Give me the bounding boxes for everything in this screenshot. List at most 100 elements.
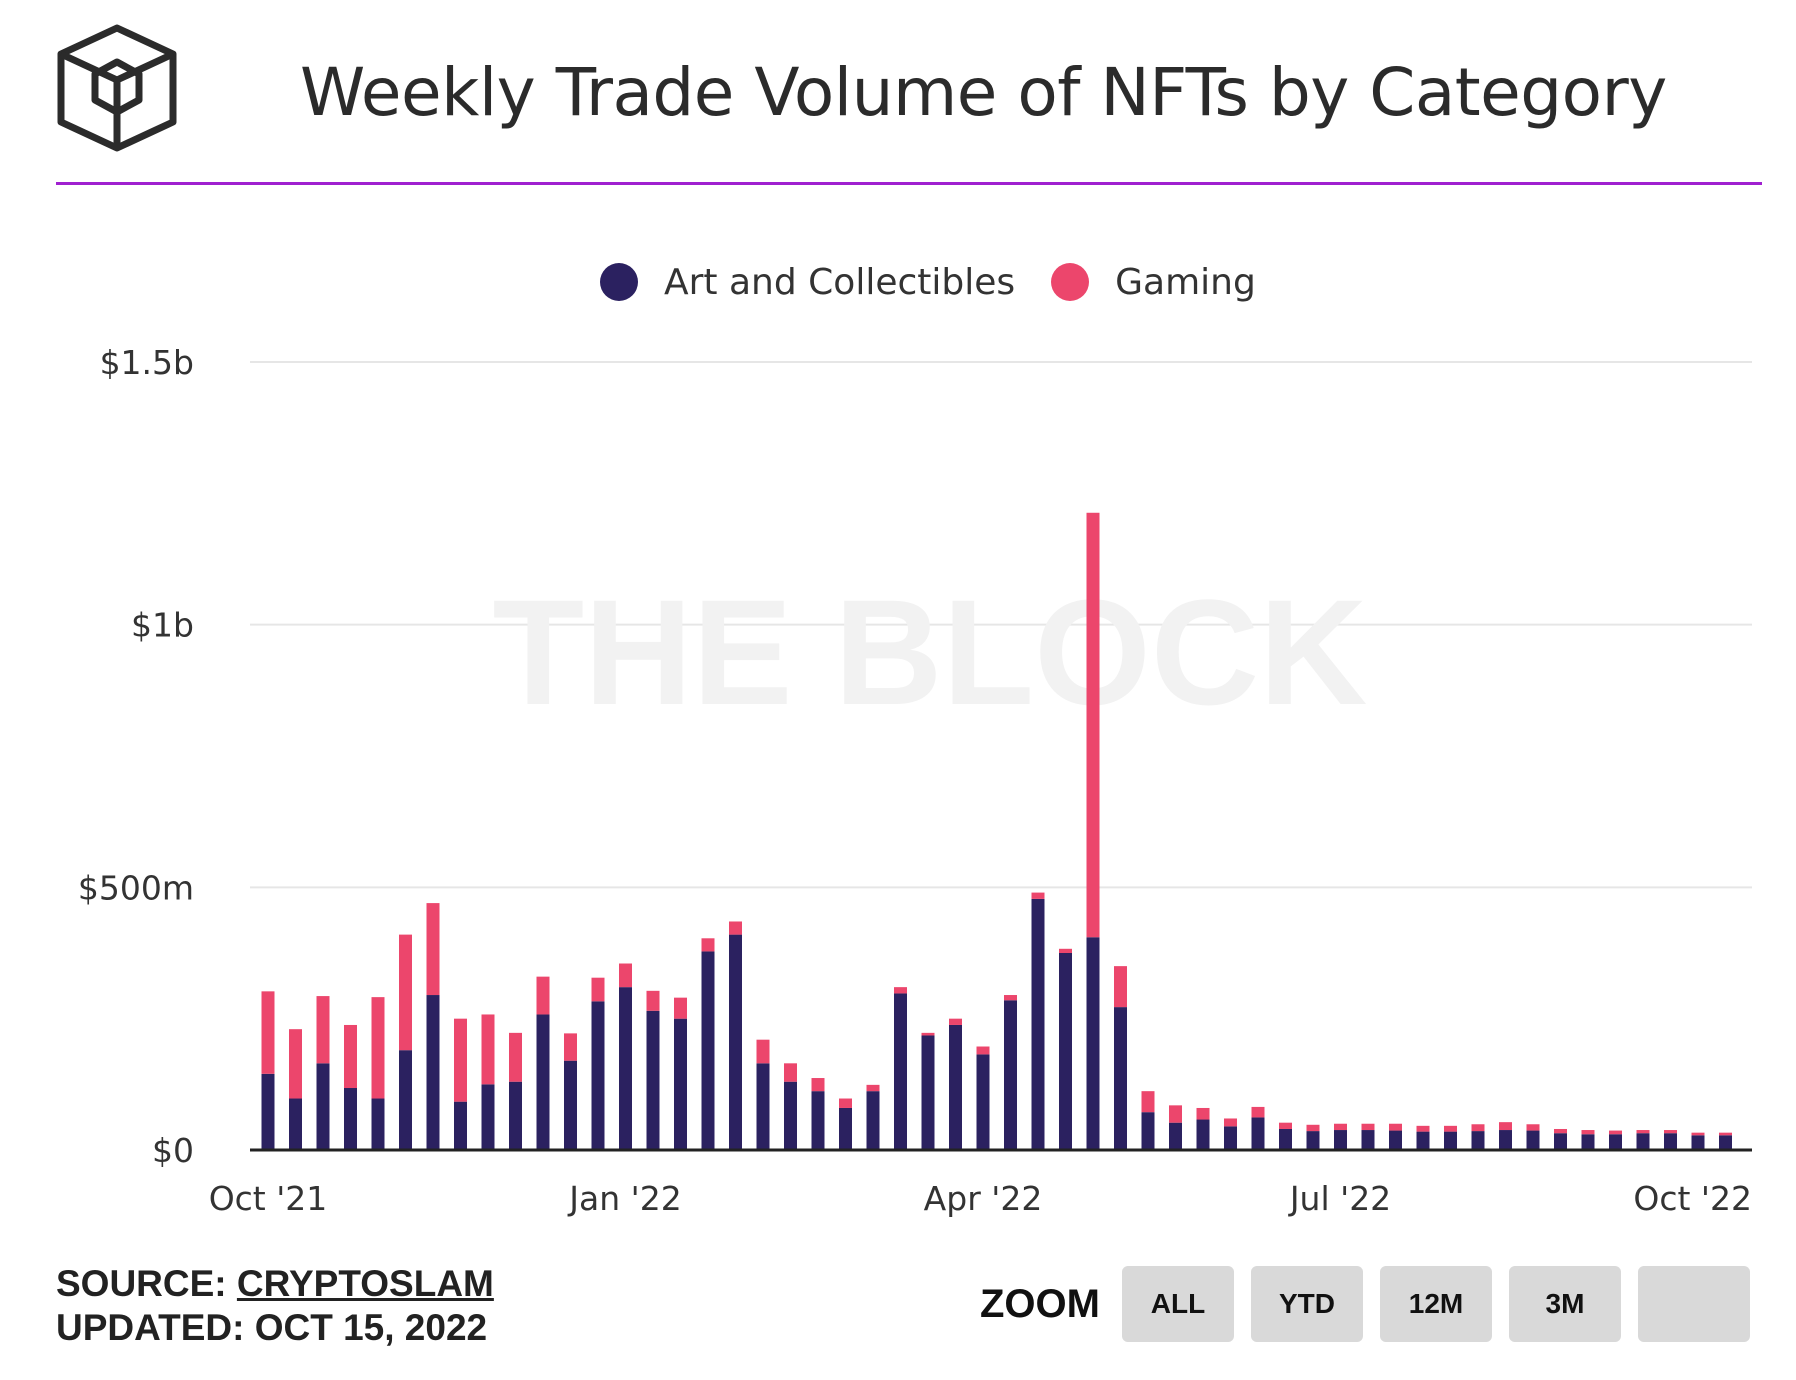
bar-art-and-collectibles[interactable] — [811, 1091, 825, 1150]
bar-art-and-collectibles[interactable] — [564, 1060, 577, 1150]
bar-art-and-collectibles[interactable] — [1059, 953, 1072, 1150]
zoom-12m-button[interactable]: 12M — [1379, 1266, 1492, 1342]
zoom-extra-button[interactable] — [1637, 1266, 1750, 1342]
bar-gaming[interactable] — [811, 1078, 825, 1092]
bar-gaming[interactable] — [261, 991, 275, 1074]
bar-gaming[interactable] — [1471, 1124, 1485, 1132]
bar-art-and-collectibles[interactable] — [261, 1073, 275, 1150]
bar-gaming[interactable] — [1306, 1124, 1320, 1132]
bar-gaming[interactable] — [591, 977, 605, 1002]
bar-gaming[interactable] — [894, 987, 907, 994]
bar-gaming[interactable] — [344, 1024, 357, 1089]
bar-art-and-collectibles[interactable] — [784, 1081, 797, 1150]
bar-art-and-collectibles[interactable] — [509, 1081, 522, 1150]
bar-gaming[interactable] — [1554, 1128, 1567, 1134]
bar-gaming[interactable] — [1636, 1130, 1650, 1134]
bar-art-and-collectibles[interactable] — [1581, 1134, 1595, 1150]
bar-gaming[interactable] — [426, 903, 440, 996]
bar-art-and-collectibles[interactable] — [1004, 1000, 1017, 1150]
zoom-3m-button[interactable]: 3M — [1508, 1266, 1621, 1342]
legend-item-gaming[interactable]: Gaming — [1051, 262, 1256, 303]
bar-gaming[interactable] — [1196, 1107, 1210, 1120]
bar-art-and-collectibles[interactable] — [1031, 898, 1045, 1150]
bar-art-and-collectibles[interactable] — [1334, 1130, 1347, 1150]
bar-art-and-collectibles[interactable] — [399, 1050, 412, 1150]
bar-gaming[interactable] — [839, 1098, 852, 1108]
bar-art-and-collectibles[interactable] — [1416, 1131, 1430, 1150]
bar-art-and-collectibles[interactable] — [839, 1107, 852, 1150]
bar-gaming[interactable] — [1031, 892, 1045, 899]
bar-gaming[interactable] — [1664, 1130, 1677, 1134]
bar-art-and-collectibles[interactable] — [866, 1091, 880, 1150]
bar-art-and-collectibles[interactable] — [1471, 1131, 1485, 1150]
bar-gaming[interactable] — [1279, 1122, 1292, 1129]
bar-gaming[interactable] — [536, 976, 550, 1015]
bar-gaming[interactable] — [289, 1029, 302, 1099]
bar-gaming[interactable] — [371, 997, 385, 1099]
bar-gaming[interactable] — [1526, 1124, 1540, 1131]
bar-gaming[interactable] — [1389, 1123, 1402, 1131]
bar-art-and-collectibles[interactable] — [316, 1063, 330, 1150]
bar-art-and-collectibles[interactable] — [1141, 1112, 1155, 1150]
bar-art-and-collectibles[interactable] — [1719, 1135, 1732, 1150]
bar-art-and-collectibles[interactable] — [371, 1098, 385, 1150]
bar-art-and-collectibles[interactable] — [674, 1018, 687, 1150]
source-link[interactable]: CRYPTOSLAM — [236, 1263, 494, 1304]
bar-gaming[interactable] — [1004, 995, 1017, 1001]
bar-art-and-collectibles[interactable] — [481, 1084, 495, 1150]
bar-art-and-collectibles[interactable] — [289, 1098, 302, 1150]
bar-gaming[interactable] — [674, 997, 687, 1019]
bar-art-and-collectibles[interactable] — [1444, 1131, 1457, 1150]
bar-art-and-collectibles[interactable] — [1664, 1133, 1677, 1150]
bar-art-and-collectibles[interactable] — [1224, 1126, 1237, 1150]
bar-gaming[interactable] — [1581, 1130, 1595, 1135]
bar-art-and-collectibles[interactable] — [1609, 1134, 1622, 1150]
bar-art-and-collectibles[interactable] — [976, 1054, 990, 1150]
bar-gaming[interactable] — [509, 1032, 522, 1082]
bar-art-and-collectibles[interactable] — [1306, 1131, 1320, 1150]
bar-art-and-collectibles[interactable] — [1196, 1119, 1210, 1150]
bar-art-and-collectibles[interactable] — [1389, 1130, 1402, 1150]
bar-gaming[interactable] — [316, 996, 330, 1064]
bar-gaming[interactable] — [454, 1018, 467, 1102]
bar-art-and-collectibles[interactable] — [1251, 1117, 1265, 1150]
bar-art-and-collectibles[interactable] — [1279, 1128, 1292, 1150]
bar-art-and-collectibles[interactable] — [1361, 1130, 1375, 1150]
bar-gaming[interactable] — [481, 1014, 495, 1085]
bar-gaming[interactable] — [1059, 948, 1072, 953]
bar-gaming[interactable] — [1141, 1091, 1155, 1113]
bar-art-and-collectibles[interactable] — [701, 951, 715, 1150]
bar-gaming[interactable] — [1719, 1132, 1732, 1136]
bar-art-and-collectibles[interactable] — [729, 934, 742, 1150]
bar-gaming[interactable] — [646, 990, 660, 1011]
bar-gaming[interactable] — [1334, 1123, 1347, 1131]
zoom-ytd-button[interactable]: YTD — [1250, 1266, 1363, 1342]
bar-art-and-collectibles[interactable] — [894, 993, 907, 1150]
bar-gaming[interactable] — [1609, 1130, 1622, 1135]
bar-gaming[interactable] — [1086, 512, 1100, 938]
bar-art-and-collectibles[interactable] — [1691, 1135, 1705, 1150]
bar-gaming[interactable] — [701, 938, 715, 952]
bar-art-and-collectibles[interactable] — [426, 995, 440, 1150]
bar-gaming[interactable] — [1169, 1105, 1182, 1123]
bar-gaming[interactable] — [1361, 1123, 1375, 1131]
bar-art-and-collectibles[interactable] — [1526, 1130, 1540, 1150]
bar-art-and-collectibles[interactable] — [756, 1063, 770, 1150]
bar-gaming[interactable] — [976, 1046, 990, 1055]
bar-gaming[interactable] — [729, 921, 742, 935]
bar-gaming[interactable] — [784, 1063, 797, 1082]
legend-item-art[interactable]: Art and Collectibles — [600, 262, 1015, 303]
bar-gaming[interactable] — [1251, 1106, 1265, 1118]
bar-gaming[interactable] — [949, 1018, 962, 1025]
bar-gaming[interactable] — [921, 1032, 935, 1036]
bar-art-and-collectibles[interactable] — [949, 1024, 962, 1150]
bar-art-and-collectibles[interactable] — [1086, 937, 1100, 1150]
bar-art-and-collectibles[interactable] — [591, 1001, 605, 1150]
bar-art-and-collectibles[interactable] — [536, 1014, 550, 1150]
bar-gaming[interactable] — [1444, 1125, 1457, 1132]
bar-gaming[interactable] — [619, 963, 632, 988]
bar-gaming[interactable] — [1416, 1125, 1430, 1132]
bar-gaming[interactable] — [866, 1084, 880, 1092]
bar-art-and-collectibles[interactable] — [1169, 1122, 1182, 1150]
zoom-all-button[interactable]: ALL — [1121, 1266, 1234, 1342]
